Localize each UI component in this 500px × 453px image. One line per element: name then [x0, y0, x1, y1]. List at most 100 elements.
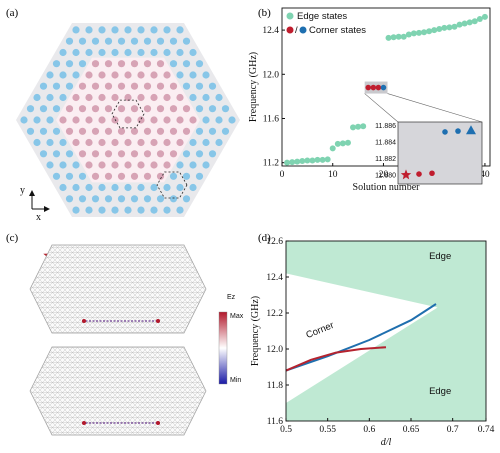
lattice-site: [72, 206, 80, 214]
lattice-site: [182, 195, 191, 203]
lattice-site: [111, 48, 119, 57]
y-tick-label: 11.2: [263, 159, 280, 169]
lattice-site: [52, 172, 61, 180]
lattice-site: [130, 105, 139, 113]
lattice-site: [111, 138, 119, 147]
lattice-site: [52, 127, 61, 135]
field-map-triangle-field-peak: [156, 421, 160, 425]
lattice-site: [221, 127, 230, 135]
upper-edge-band: [286, 241, 486, 319]
lattice-site: [85, 161, 93, 169]
lattice-site: [130, 127, 139, 135]
lattice-site: [143, 127, 152, 135]
lattice-site: [104, 150, 113, 158]
lattice-site: [182, 82, 191, 90]
plot-frame: [281, 7, 491, 167]
lattice-site: [59, 138, 67, 147]
colorbar-title: Ez: [227, 294, 236, 301]
lattice-site: [104, 37, 113, 45]
lattice-site: [169, 82, 178, 90]
lattice-site: [52, 82, 61, 90]
lattice-site: [130, 172, 139, 180]
lattice-site: [156, 60, 165, 68]
lattice-site: [163, 116, 171, 124]
lattice-site: [169, 127, 178, 135]
edge-state-point: [385, 34, 392, 41]
lattice-site: [124, 48, 132, 57]
lattice-site: [143, 172, 152, 180]
lattice-site: [202, 138, 210, 147]
inset-point: [455, 128, 461, 134]
lattice-site: [137, 206, 145, 214]
panel-label-c: (c): [6, 232, 19, 244]
lattice-site: [59, 183, 67, 192]
lattice-site: [65, 60, 74, 68]
y-tick-label: 11.8: [267, 381, 284, 391]
x-tick-label: 20: [379, 170, 389, 180]
unit-cell-outer: [156, 171, 188, 199]
field-map-star-mesh: [30, 245, 206, 333]
lattice-site: [111, 206, 119, 214]
lattice-site: [189, 93, 197, 102]
lattice-site: [156, 82, 165, 90]
edge-state-point: [400, 33, 407, 40]
y-tick-label: 12.2: [266, 309, 283, 319]
edge-state-point: [344, 139, 351, 146]
inset-connector: [387, 93, 483, 123]
edge-state-point: [334, 140, 341, 147]
legend-separator: /: [295, 25, 298, 36]
y-tick-label: 12.0: [262, 70, 279, 80]
lattice-site: [137, 138, 145, 147]
lattice-site: [215, 93, 223, 102]
edge-state-point: [461, 20, 468, 27]
lattice-site: [78, 127, 87, 135]
lattice-site: [124, 71, 132, 79]
x-tick-label: 0.74: [478, 425, 495, 435]
lattice-site: [39, 150, 48, 158]
lattice-site: [202, 161, 210, 169]
lattice-site: [182, 172, 191, 180]
x-axis-label: d/l: [381, 437, 392, 448]
legend-corner-blue-marker: [299, 26, 307, 34]
lattice-site: [176, 206, 184, 214]
edge-state-point: [476, 16, 483, 23]
inset-star-marker: [400, 169, 412, 180]
lattice-site: [150, 161, 158, 169]
inset-point: [416, 171, 422, 177]
lattice-site: [85, 206, 93, 214]
lattice-site: [72, 71, 80, 79]
corner-state-point: [375, 84, 382, 91]
lattice-site: [130, 195, 139, 203]
lattice-site: [163, 206, 171, 214]
unit-cell-inner: [111, 99, 145, 129]
lattice-site: [202, 71, 210, 79]
inset-triangle-marker: [466, 125, 476, 135]
lattice-site: [98, 116, 106, 124]
lattice-site: [143, 60, 152, 68]
corner-label: Corner: [305, 320, 336, 341]
colorbar-max: Max: [230, 313, 244, 320]
lattice-site: [176, 93, 184, 102]
lattice-site: [228, 116, 236, 124]
lattice-site: [137, 161, 145, 169]
lattice-site: [46, 116, 54, 124]
lattice-site: [72, 138, 80, 147]
band-label-edge-lower: Edge: [429, 386, 451, 397]
lattice-site: [221, 105, 230, 113]
lattice-site: [150, 116, 158, 124]
lattice-site: [124, 93, 132, 102]
lattice-site: [182, 105, 191, 113]
lattice-site: [91, 127, 100, 135]
legend-corner-label: Corner states: [309, 25, 366, 36]
lattice-site: [176, 26, 184, 34]
lattice-site: [91, 60, 100, 68]
edge-state-point: [466, 19, 473, 26]
panel-label-a: (a): [6, 7, 19, 19]
corner-line-red: [285, 346, 387, 372]
lattice-site: [176, 161, 184, 169]
corner-state-point: [380, 84, 387, 91]
lattice-site: [169, 60, 178, 68]
lattice-site: [156, 150, 165, 158]
field-map-star-field-peak: [156, 319, 160, 323]
lattice-site: [59, 116, 67, 124]
